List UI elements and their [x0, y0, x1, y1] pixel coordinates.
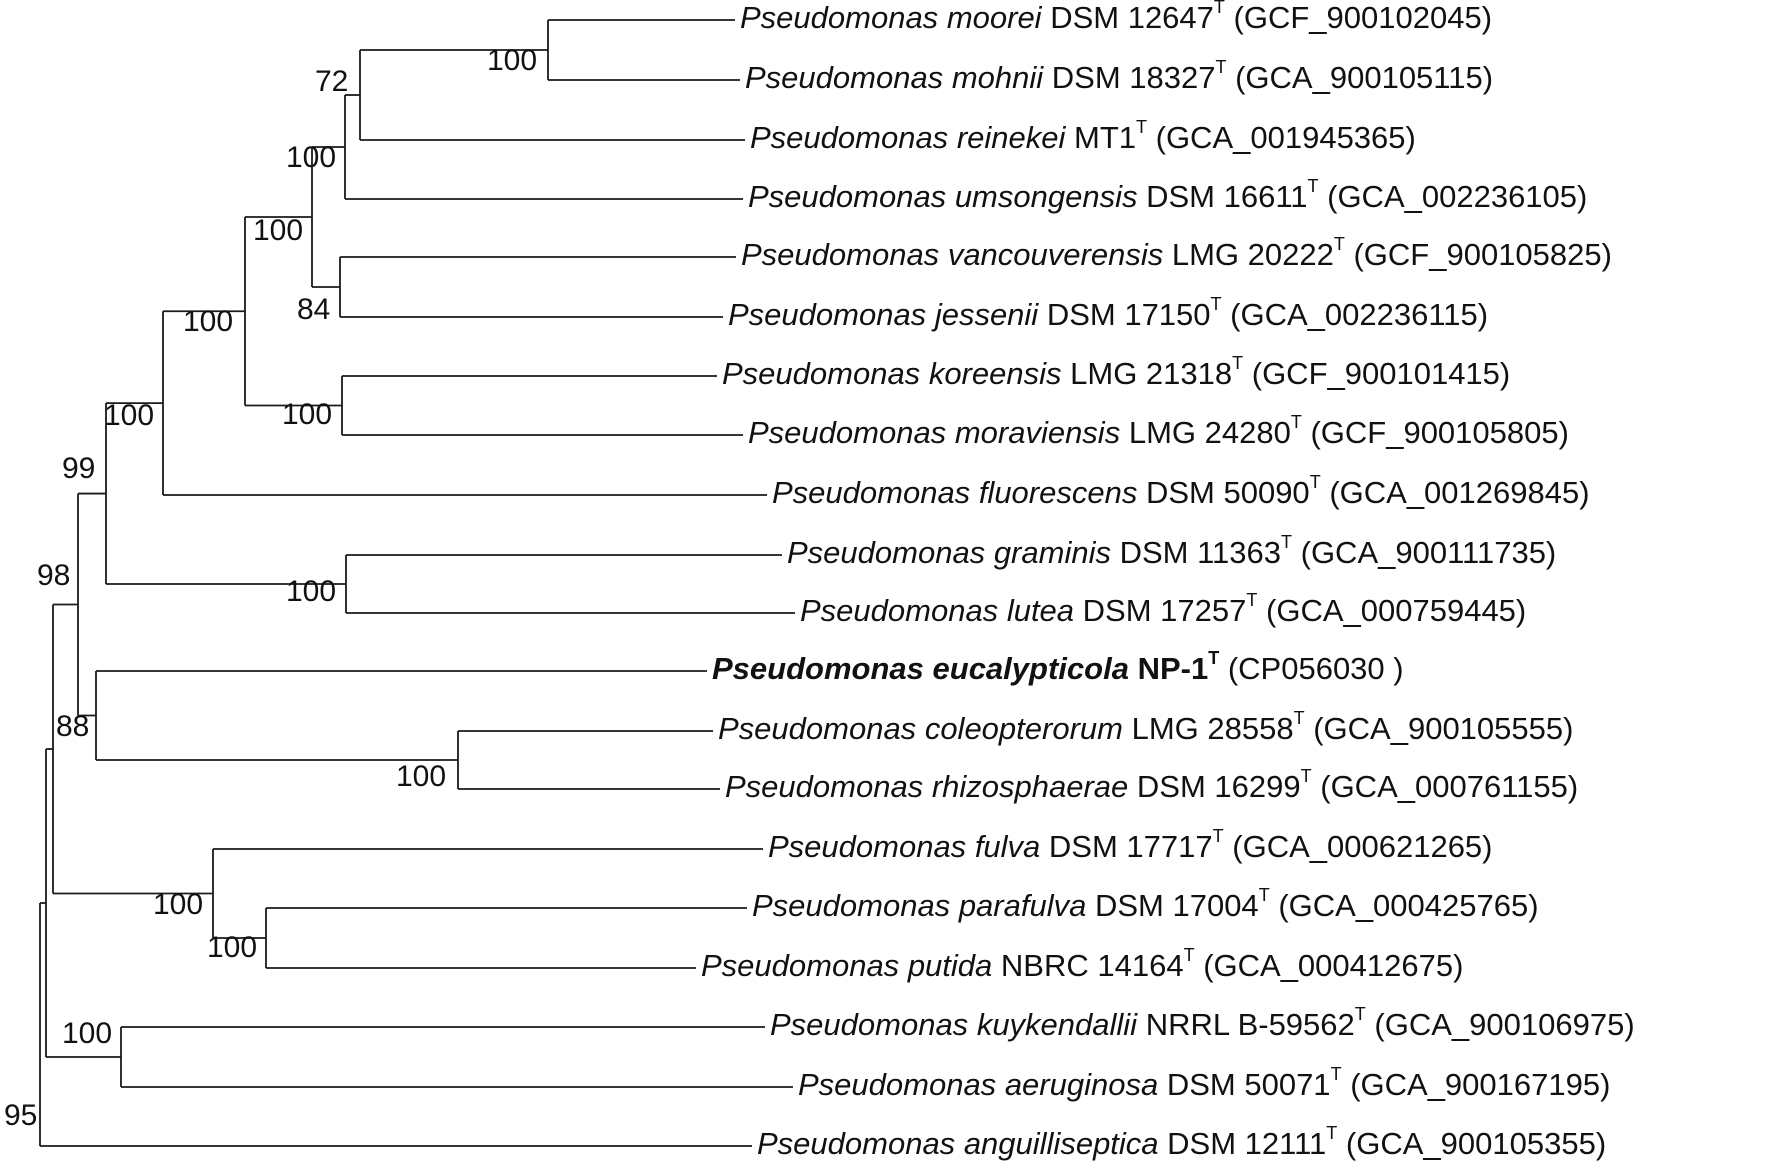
bootstrap-value: 100 — [286, 575, 336, 608]
bootstrap-labels: 100 72 100 84 100 100 100 100 100 99 100… — [4, 44, 537, 1132]
bootstrap-value: 100 — [207, 931, 257, 964]
leaf-label: Pseudomonas vancouverensis LMG 20222T (G… — [741, 234, 1612, 272]
bootstrap-value: 100 — [286, 141, 336, 174]
bootstrap-value: 100 — [253, 214, 303, 247]
leaf-label: Pseudomonas aeruginosa DSM 50071T (GCA_9… — [798, 1064, 1610, 1102]
bootstrap-value: 100 — [282, 398, 332, 431]
bootstrap-value: 100 — [62, 1017, 112, 1050]
bootstrap-value: 95 — [4, 1099, 37, 1132]
leaf-label: Pseudomonas fluorescens DSM 50090T (GCA_… — [772, 472, 1590, 510]
leaf-label: Pseudomonas koreensis LMG 21318T (GCF_90… — [722, 353, 1510, 391]
leaf-label-highlighted: Pseudomonas eucalypticola NP-1T (CP05603… — [712, 648, 1404, 686]
leaf-label: Pseudomonas fulva DSM 17717T (GCA_000621… — [768, 826, 1493, 864]
bootstrap-value: 99 — [62, 452, 95, 485]
leaf-labels: Pseudomonas moorei DSM 12647T (GCF_90010… — [701, 0, 1635, 1161]
bootstrap-value: 100 — [396, 760, 446, 793]
leaf-label: Pseudomonas mohnii DSM 18327T (GCA_90010… — [745, 57, 1493, 95]
bootstrap-value: 98 — [37, 559, 70, 592]
bootstrap-value: 88 — [56, 710, 89, 743]
bootstrap-value: 100 — [183, 305, 233, 338]
bootstrap-value: 100 — [487, 44, 537, 77]
leaf-label: Pseudomonas umsongensis DSM 16611T (GCA_… — [748, 176, 1587, 214]
leaf-label: Pseudomonas moorei DSM 12647T (GCF_90010… — [740, 0, 1492, 35]
bootstrap-value: 84 — [297, 293, 330, 326]
bootstrap-value: 100 — [153, 888, 203, 921]
leaf-label: Pseudomonas kuykendallii NRRL B-59562T (… — [770, 1004, 1635, 1042]
leaf-label: Pseudomonas reinekei MT1T (GCA_001945365… — [750, 117, 1416, 155]
leaf-label: Pseudomonas lutea DSM 17257T (GCA_000759… — [800, 590, 1526, 628]
bootstrap-value: 100 — [104, 399, 154, 432]
leaf-label: Pseudomonas jessenii DSM 17150T (GCA_002… — [728, 294, 1488, 332]
leaf-label: Pseudomonas graminis DSM 11363T (GCA_900… — [787, 532, 1556, 570]
leaf-label: Pseudomonas parafulva DSM 17004T (GCA_00… — [752, 885, 1539, 923]
leaf-label: Pseudomonas anguilliseptica DSM 12111T (… — [757, 1123, 1606, 1161]
leaf-label: Pseudomonas moraviensis LMG 24280T (GCF_… — [748, 412, 1569, 450]
leaf-label: Pseudomonas putida NBRC 14164T (GCA_0004… — [701, 945, 1463, 983]
leaf-label: Pseudomonas rhizosphaerae DSM 16299T (GC… — [725, 766, 1578, 804]
bootstrap-value: 72 — [315, 65, 348, 98]
leaf-label: Pseudomonas coleopterorum LMG 28558T (GC… — [718, 708, 1573, 746]
tree-branches — [39, 19, 795, 1147]
